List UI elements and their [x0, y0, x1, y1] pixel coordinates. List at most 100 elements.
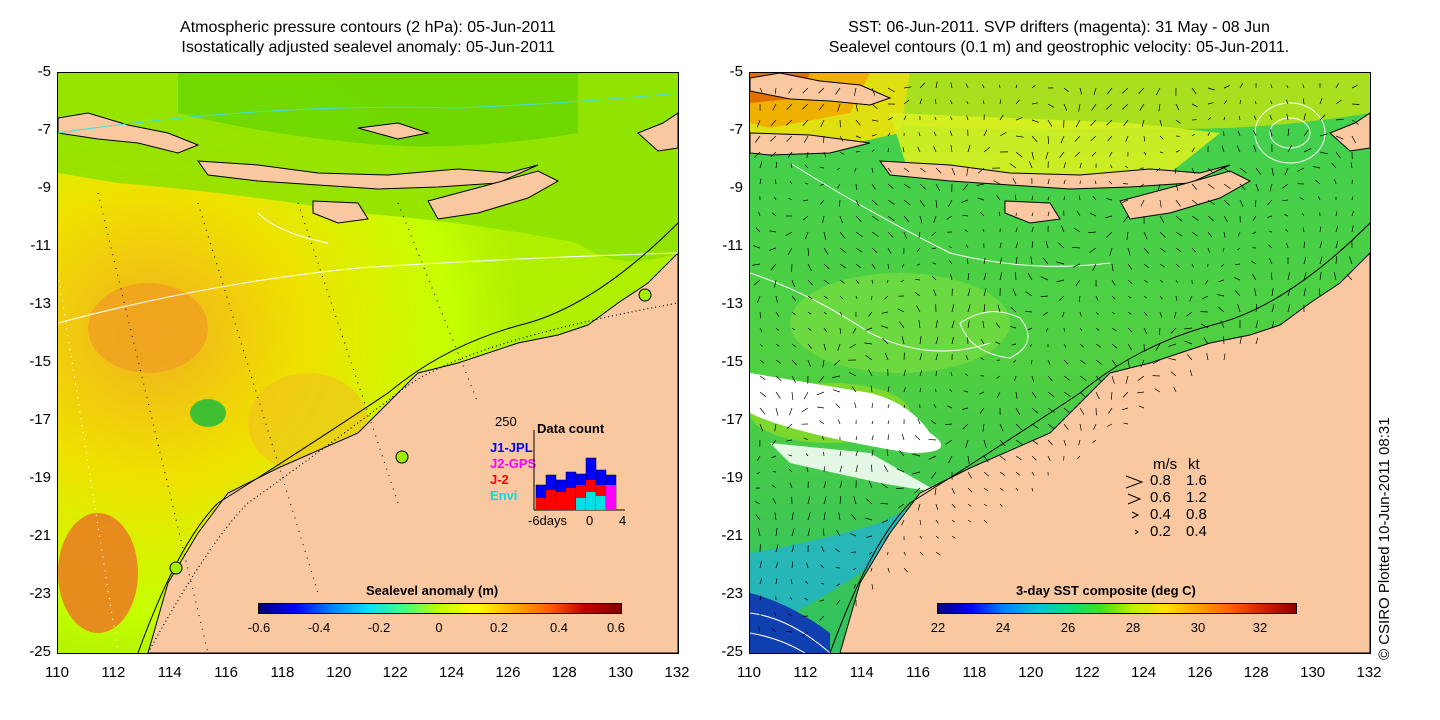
- velocity-vector: [1159, 311, 1163, 318]
- velocity-vector: [790, 597, 793, 601]
- velocity-vector: [881, 519, 889, 524]
- velocity-vector: [850, 532, 857, 537]
- velocity-vector: [1302, 227, 1305, 233]
- velocity-vector: [1047, 211, 1050, 217]
- velocity-vector: [1015, 272, 1017, 281]
- velocity-vector: [1351, 103, 1360, 105]
- velocity-vector: [871, 183, 876, 190]
- velocity-vector: [1286, 113, 1289, 121]
- velocity-vector: [950, 100, 953, 105]
- velocity-vector: [951, 519, 955, 523]
- legend-j-2: J-2: [490, 472, 509, 487]
- left-map: [57, 72, 679, 654]
- velocity-vector: [966, 115, 969, 121]
- velocity-vector: [884, 295, 889, 300]
- velocity-vector: [903, 231, 907, 239]
- velocity-vector: [919, 336, 922, 345]
- velocity-vector: [1237, 304, 1241, 313]
- velocity-vector: [789, 482, 793, 489]
- velocity-vector: [1123, 422, 1129, 425]
- velocity-header-kt: kt: [1188, 456, 1200, 473]
- velocity-vector: [1186, 311, 1193, 317]
- velocity-vector: [1159, 263, 1165, 268]
- x-tick-label: 122: [1074, 664, 1100, 681]
- velocity-vector: [1202, 295, 1209, 300]
- velocity-vector: [1223, 167, 1231, 173]
- velocity-vector: [931, 471, 937, 479]
- velocity-vector: [1143, 231, 1148, 240]
- velocity-vector: [759, 161, 763, 169]
- velocity-vector: [1351, 225, 1354, 233]
- velocity-vector: [1255, 167, 1262, 175]
- velocity-vector: [1303, 129, 1309, 137]
- velocity-vector: [1072, 246, 1081, 249]
- velocity-vector: [1079, 162, 1082, 169]
- velocity-vector: [855, 231, 863, 238]
- velocity-vector: [1223, 199, 1230, 206]
- velocity-vector: [1218, 279, 1225, 283]
- velocity-vector: [1074, 135, 1081, 142]
- velocity-vector: [833, 359, 841, 366]
- velocity-vector: [962, 423, 969, 430]
- velocity-vector: [935, 551, 941, 556]
- velocity-vector: [983, 129, 988, 137]
- velocity-vector: [786, 135, 793, 142]
- velocity-vector: [1303, 272, 1307, 281]
- velocity-vector: [1191, 199, 1199, 206]
- velocity-vector: [1074, 151, 1081, 157]
- velocity-vector: [1269, 258, 1273, 265]
- velocity-vector: [1203, 337, 1209, 345]
- velocity-vector: [804, 164, 809, 169]
- data-count-x-start: -6days: [528, 513, 568, 528]
- velocity-vector: [758, 627, 761, 633]
- velocity-vector: [1303, 256, 1307, 265]
- velocity-vector: [823, 151, 827, 158]
- velocity-vector: [1351, 196, 1354, 201]
- velocity-vector: [1137, 391, 1145, 394]
- velocity-vector: [1015, 99, 1020, 105]
- velocity-vector: [769, 135, 777, 142]
- velocity-vector: [854, 167, 857, 172]
- velocity-vector: [903, 115, 907, 121]
- velocity-vector: [855, 263, 862, 269]
- velocity-vector: [951, 320, 955, 329]
- velocity-vector: [839, 451, 842, 457]
- velocity-vector: [1015, 256, 1018, 265]
- velocity-vector: [1174, 167, 1177, 174]
- velocity-vector: [1207, 87, 1215, 91]
- velocity-vector: [930, 420, 937, 425]
- x-tick-label: 118: [270, 664, 295, 681]
- right-colorbar: [937, 603, 1297, 614]
- velocity-vector: [1254, 288, 1257, 297]
- velocity-vector: [1059, 151, 1065, 158]
- left-cb-tick: 0.6: [606, 620, 626, 635]
- velocity-vector: [1191, 263, 1194, 268]
- velocity-vector: [1105, 103, 1113, 110]
- velocity-vector: [823, 343, 826, 351]
- velocity-vector: [967, 519, 972, 523]
- velocity-vector: [788, 454, 793, 457]
- velocity-vector: [1175, 199, 1181, 207]
- velocity-vector: [807, 295, 813, 300]
- velocity-vector: [1282, 183, 1289, 189]
- velocity-vector: [1217, 294, 1225, 297]
- legend-j1-jpl: J1-JPL: [490, 440, 533, 455]
- data-count-title: Data count: [537, 421, 605, 436]
- velocity-vector: [1205, 279, 1209, 285]
- velocity-vector: [789, 180, 793, 185]
- velocity-vector: [899, 449, 905, 457]
- right-title-line2: Sealevel contours (0.1 m) and geostrophi…: [828, 39, 1290, 56]
- velocity-vector: [753, 245, 761, 249]
- velocity-vector: [1106, 198, 1113, 201]
- velocity-vector: [935, 388, 937, 393]
- velocity-vector: [759, 327, 763, 333]
- velocity-vector: [887, 148, 890, 153]
- y-tick-label: -21: [721, 527, 743, 544]
- velocity-vector: [871, 403, 873, 409]
- velocity-vector: [785, 631, 793, 633]
- velocity-vector: [983, 471, 990, 477]
- velocity-vector: [1027, 327, 1033, 331]
- velocity-vector: [822, 215, 825, 223]
- y-tick-label: -11: [722, 237, 743, 254]
- velocity-vector: [999, 242, 1002, 249]
